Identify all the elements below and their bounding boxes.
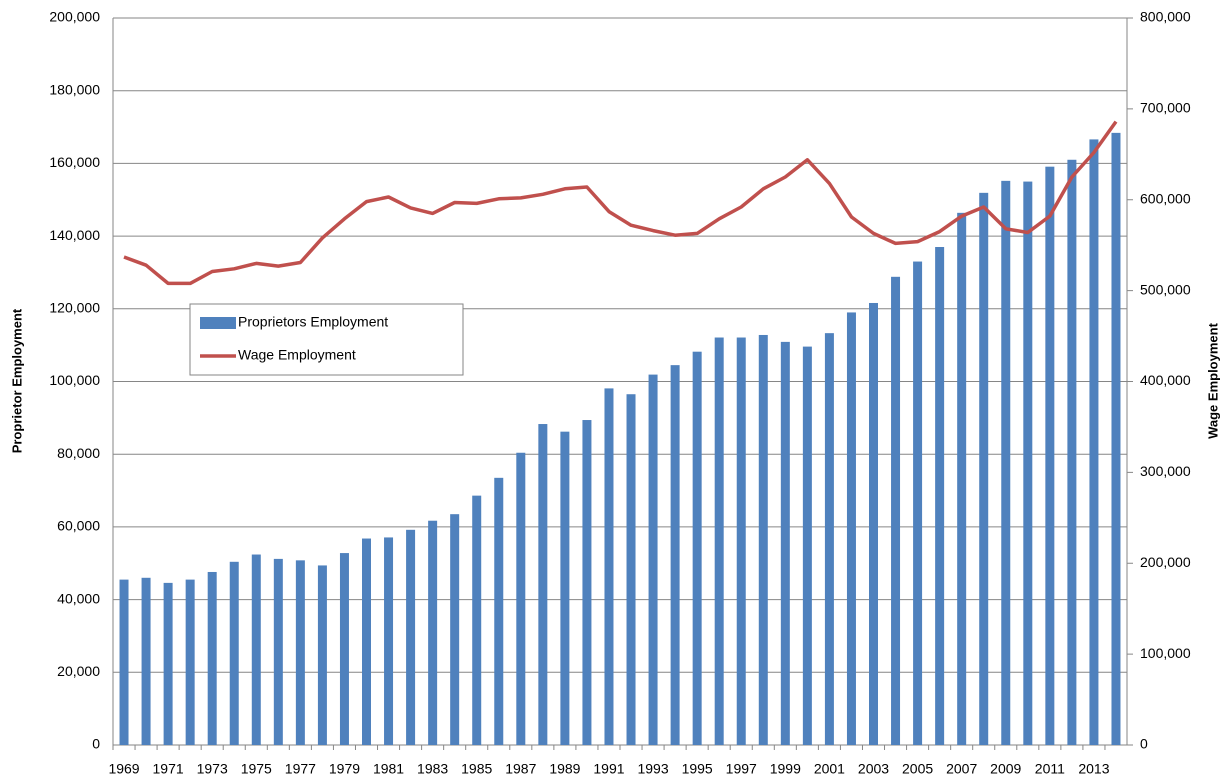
legend-box xyxy=(189,303,464,376)
bar xyxy=(516,452,526,745)
y2-tick-label: 700,000 xyxy=(1140,100,1191,116)
y-tick-label: 60,000 xyxy=(57,518,100,534)
bar xyxy=(538,424,548,745)
bar xyxy=(1111,132,1121,746)
x-tick-label: 2011 xyxy=(1035,761,1065,777)
y-tick-label: 100,000 xyxy=(49,372,100,388)
bar xyxy=(913,261,923,745)
bar xyxy=(626,394,636,745)
y2-tick-label: 100,000 xyxy=(1140,645,1191,661)
bar xyxy=(1023,181,1033,745)
line xyxy=(123,120,1118,286)
y-tick-label: 40,000 xyxy=(57,590,100,606)
x-tick-label: 1993 xyxy=(637,761,668,777)
legend-label: Proprietors Employment xyxy=(238,314,388,330)
y-axis-title: Proprietor Employment xyxy=(9,308,24,453)
x-tick-label: 1997 xyxy=(726,761,757,777)
y-tick-label: 140,000 xyxy=(49,227,100,243)
bar xyxy=(384,537,394,745)
bar xyxy=(560,431,570,745)
legend-label: Wage Employment xyxy=(238,347,356,363)
bar xyxy=(714,337,724,745)
x-tick-label: 1999 xyxy=(770,761,801,777)
bar xyxy=(295,560,305,745)
bar xyxy=(979,192,989,745)
bar xyxy=(450,514,460,745)
y-tick-label: 180,000 xyxy=(49,81,100,97)
x-tick-label: 1979 xyxy=(329,761,360,777)
x-tick-label: 1977 xyxy=(285,761,316,777)
x-tick-label: 1995 xyxy=(682,761,713,777)
x-tick-label: 2003 xyxy=(858,761,889,777)
bar xyxy=(869,302,878,745)
x-tick-label: 1969 xyxy=(108,761,139,777)
y2-tick-label: 500,000 xyxy=(1140,281,1191,297)
y-tick-label: 200,000 xyxy=(49,9,100,25)
x-tick-label: 2013 xyxy=(1078,761,1109,777)
bar xyxy=(339,553,349,745)
y2-tick-label: 200,000 xyxy=(1140,554,1191,570)
bar xyxy=(758,334,768,745)
y-tick-label: 0 xyxy=(92,736,100,752)
x-tick-label: 1975 xyxy=(241,761,272,777)
bar xyxy=(406,529,416,745)
y2-tick-label: 0 xyxy=(1140,736,1148,752)
y-tick-label: 80,000 xyxy=(57,445,100,461)
bar xyxy=(648,374,658,745)
y2-tick-label: 300,000 xyxy=(1140,463,1191,479)
x-tick-label: 1973 xyxy=(197,761,228,777)
bar xyxy=(582,420,592,745)
bar xyxy=(494,477,504,745)
bar xyxy=(119,579,129,745)
y-tick-label: 20,000 xyxy=(57,663,100,679)
bar xyxy=(736,337,746,745)
bar xyxy=(251,554,261,745)
bar xyxy=(1089,139,1099,745)
bar xyxy=(163,582,173,745)
bar xyxy=(141,577,151,745)
x-tick-label: 1983 xyxy=(417,761,448,777)
x-tick-label: 2009 xyxy=(990,761,1021,777)
bar xyxy=(935,247,945,745)
bar xyxy=(472,495,482,745)
bar xyxy=(846,312,856,745)
x-tick-label: 2005 xyxy=(902,761,933,777)
x-tick-label: 1991 xyxy=(593,761,624,777)
bar xyxy=(273,558,283,745)
bar xyxy=(670,365,680,745)
x-tick-label: 1981 xyxy=(373,761,404,777)
x-tick-label: 2001 xyxy=(814,761,845,777)
bar xyxy=(428,520,438,745)
x-tick-label: 1987 xyxy=(505,761,536,777)
y2-tick-label: 400,000 xyxy=(1140,372,1191,388)
legend-swatch xyxy=(200,317,236,329)
bar xyxy=(317,565,327,745)
bar xyxy=(802,346,812,745)
y2-axis-title: Wage Employment xyxy=(1205,322,1220,438)
x-tick-label: 1971 xyxy=(153,761,184,777)
bar xyxy=(185,579,195,745)
y-tick-label: 120,000 xyxy=(49,300,100,316)
bar xyxy=(1045,166,1055,745)
x-tick-label: 1989 xyxy=(549,761,580,777)
x-tick-label: 1985 xyxy=(461,761,492,777)
bar xyxy=(780,341,790,745)
bar xyxy=(604,388,614,745)
bar xyxy=(891,276,901,745)
bar xyxy=(957,212,967,745)
y2-tick-label: 600,000 xyxy=(1140,190,1191,206)
bar xyxy=(207,571,217,745)
bar xyxy=(692,351,702,745)
bar xyxy=(362,538,371,745)
bar xyxy=(229,561,239,745)
y-tick-label: 160,000 xyxy=(49,154,100,170)
bar xyxy=(1067,159,1077,745)
x-tick-label: 2007 xyxy=(946,761,977,777)
bar xyxy=(1001,180,1011,745)
y2-tick-label: 800,000 xyxy=(1140,9,1191,25)
bar xyxy=(824,333,834,745)
